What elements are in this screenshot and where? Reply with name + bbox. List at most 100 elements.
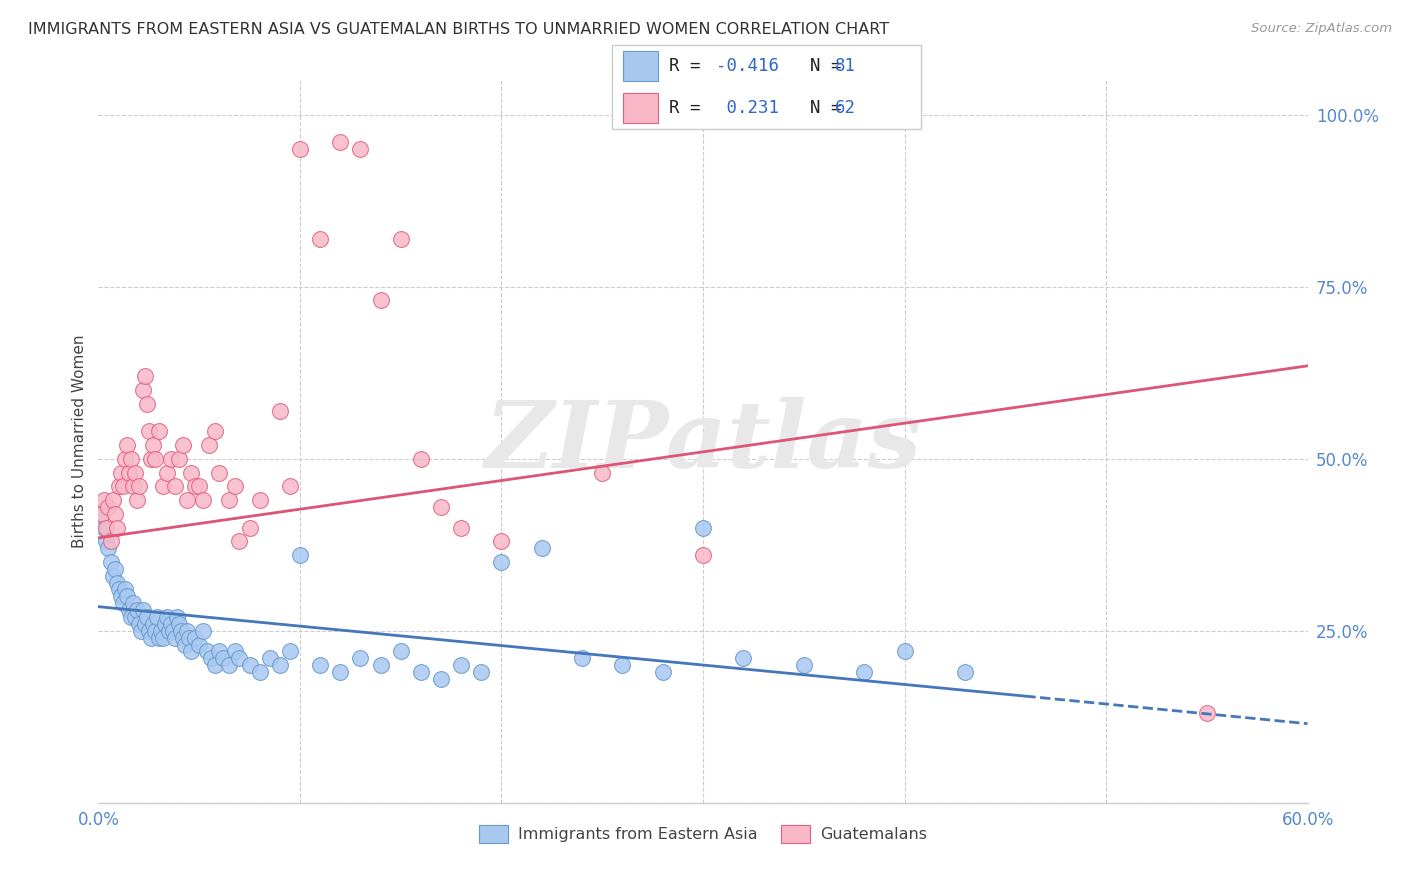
Point (96, 534, 118, 549)
Text: R =: R = (669, 57, 711, 75)
Point (491, 534, 513, 549)
Point (139, 631, 162, 645)
Point (110, 590, 132, 604)
Point (224, 479, 246, 493)
Point (128, 616, 150, 631)
Point (1195, 706, 1218, 721)
Point (132, 603, 155, 617)
Point (121, 479, 143, 493)
Point (188, 638, 211, 652)
Point (111, 479, 134, 493)
Point (193, 493, 215, 508)
Point (208, 466, 231, 480)
Text: -0.416: -0.416 (716, 57, 779, 75)
Point (101, 493, 124, 508)
Point (134, 369, 156, 384)
Point (239, 520, 262, 534)
Point (107, 479, 129, 493)
Point (249, 493, 271, 508)
Point (129, 624, 152, 638)
Point (138, 424, 160, 438)
Text: N =: N = (789, 57, 852, 75)
Text: IMMIGRANTS FROM EASTERN ASIA VS GUATEMALAN BIRTHS TO UNMARRIED WOMEN CORRELATION: IMMIGRANTS FROM EASTERN ASIA VS GUATEMAL… (28, 22, 889, 37)
Point (160, 451, 183, 466)
Point (93, 493, 115, 508)
Point (239, 658, 262, 673)
Point (124, 610, 146, 624)
Point (163, 631, 186, 645)
Point (153, 616, 176, 631)
Point (163, 479, 186, 493)
Text: ZIPatlas: ZIPatlas (485, 397, 921, 486)
Point (148, 424, 170, 438)
Point (120, 610, 142, 624)
Point (228, 534, 250, 549)
Point (100, 555, 122, 569)
Point (208, 644, 231, 658)
Point (156, 466, 179, 480)
Point (172, 438, 194, 452)
Text: Source: ZipAtlas.com: Source: ZipAtlas.com (1251, 22, 1392, 36)
Point (269, 403, 291, 417)
Point (91, 507, 114, 521)
Point (148, 631, 170, 645)
Text: 81: 81 (835, 57, 856, 75)
Text: N =: N = (789, 99, 852, 117)
Point (409, 451, 432, 466)
Point (288, 548, 311, 562)
Point (101, 568, 124, 582)
Point (733, 651, 755, 665)
Point (184, 631, 207, 645)
Point (430, 500, 453, 514)
Point (107, 582, 129, 597)
Point (218, 658, 240, 673)
Point (139, 451, 162, 466)
Point (491, 555, 513, 569)
Point (180, 644, 202, 658)
Point (96, 520, 118, 534)
Point (125, 603, 148, 617)
Point (288, 142, 311, 156)
Point (142, 616, 165, 631)
Point (793, 658, 815, 673)
Point (953, 665, 976, 679)
Point (134, 616, 156, 631)
Point (692, 548, 714, 562)
Point (128, 479, 150, 493)
Point (135, 610, 157, 624)
Point (162, 624, 184, 638)
Point (198, 438, 221, 452)
Point (218, 493, 240, 508)
Point (176, 493, 198, 508)
Point (389, 231, 412, 245)
Point (174, 638, 197, 652)
Point (278, 479, 301, 493)
Point (651, 665, 673, 679)
Point (249, 665, 271, 679)
Point (114, 451, 136, 466)
Point (612, 658, 634, 673)
Point (124, 466, 146, 480)
Point (143, 624, 166, 638)
Point (329, 665, 352, 679)
Point (893, 644, 915, 658)
Point (152, 631, 174, 645)
Point (97, 541, 120, 556)
Point (93, 520, 115, 534)
Point (167, 451, 190, 466)
Legend: Immigrants from Eastern Asia, Guatemalans: Immigrants from Eastern Asia, Guatemalan… (472, 819, 934, 849)
Point (309, 231, 332, 245)
Point (160, 616, 183, 631)
Point (142, 438, 165, 452)
Point (118, 603, 141, 617)
Point (135, 397, 157, 411)
Point (853, 665, 876, 679)
Point (370, 293, 392, 308)
Point (204, 424, 226, 438)
Point (188, 479, 211, 493)
Point (329, 135, 352, 149)
Point (166, 610, 188, 624)
Point (224, 644, 246, 658)
Point (105, 575, 128, 590)
Point (591, 466, 613, 480)
